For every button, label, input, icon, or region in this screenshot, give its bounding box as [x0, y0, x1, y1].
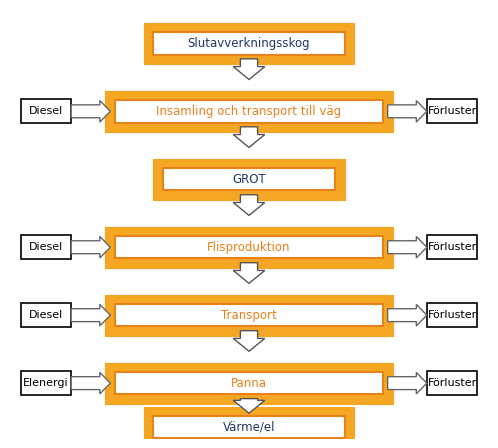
Polygon shape [233, 127, 265, 147]
Polygon shape [233, 263, 265, 283]
Polygon shape [71, 372, 111, 394]
Polygon shape [233, 59, 265, 79]
FancyBboxPatch shape [153, 416, 345, 438]
FancyBboxPatch shape [111, 232, 387, 263]
Text: Värme/el: Värme/el [223, 421, 275, 434]
Polygon shape [233, 399, 265, 413]
FancyBboxPatch shape [148, 28, 350, 59]
FancyBboxPatch shape [158, 164, 340, 195]
FancyBboxPatch shape [111, 96, 387, 127]
Polygon shape [233, 195, 265, 215]
Text: Insamling och transport till väg: Insamling och transport till väg [156, 105, 342, 118]
FancyBboxPatch shape [21, 235, 71, 259]
FancyBboxPatch shape [115, 236, 383, 258]
FancyBboxPatch shape [427, 371, 477, 395]
FancyBboxPatch shape [115, 372, 383, 394]
FancyBboxPatch shape [115, 304, 383, 326]
Polygon shape [387, 305, 427, 326]
FancyBboxPatch shape [427, 303, 477, 327]
Text: Förluster: Förluster [428, 378, 477, 388]
FancyBboxPatch shape [115, 100, 383, 122]
Polygon shape [71, 305, 111, 326]
Polygon shape [387, 372, 427, 394]
Text: Diesel: Diesel [29, 310, 63, 320]
Text: Förluster: Förluster [428, 310, 477, 320]
Polygon shape [387, 100, 427, 122]
FancyBboxPatch shape [21, 371, 71, 395]
Polygon shape [71, 100, 111, 122]
Text: Förluster: Förluster [428, 106, 477, 116]
FancyBboxPatch shape [153, 32, 345, 55]
FancyBboxPatch shape [427, 235, 477, 259]
Text: Flisproduktion: Flisproduktion [207, 241, 291, 254]
FancyBboxPatch shape [163, 168, 335, 190]
Polygon shape [233, 331, 265, 351]
FancyBboxPatch shape [148, 412, 350, 443]
Text: Panna: Panna [231, 377, 267, 390]
FancyBboxPatch shape [111, 300, 387, 331]
FancyBboxPatch shape [21, 303, 71, 327]
Text: Diesel: Diesel [29, 106, 63, 116]
Text: Förluster: Förluster [428, 242, 477, 252]
Text: Elenergi: Elenergi [23, 378, 69, 388]
Text: Diesel: Diesel [29, 242, 63, 252]
Polygon shape [71, 237, 111, 258]
FancyBboxPatch shape [111, 368, 387, 399]
FancyBboxPatch shape [427, 99, 477, 123]
Text: GROT: GROT [232, 173, 266, 186]
FancyBboxPatch shape [21, 99, 71, 123]
Polygon shape [387, 237, 427, 258]
Text: Transport: Transport [221, 309, 277, 322]
Text: Slutavverkningsskog: Slutavverkningsskog [188, 37, 310, 50]
